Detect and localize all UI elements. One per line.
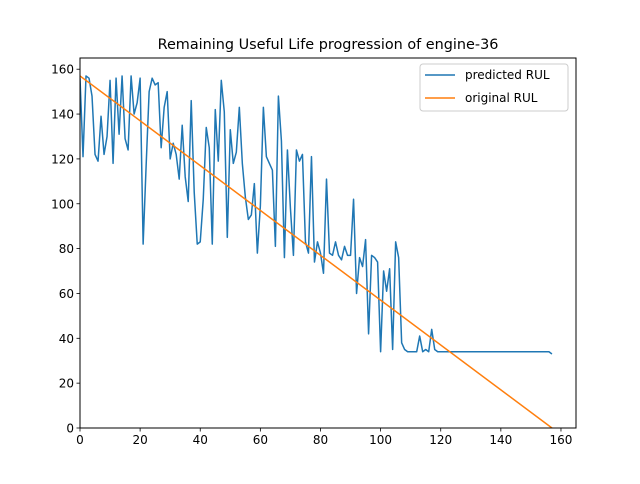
legend: predicted RUL original RUL [419,63,569,112]
y-tick-label: 60 [59,287,74,301]
x-tick-label: 40 [193,433,208,447]
x-tick-label: 100 [369,433,392,447]
plot-frame [79,57,577,429]
y-tick-label: 140 [51,108,74,122]
legend-label-predicted: predicted RUL [465,68,550,82]
y-tick-label: 0 [66,422,74,436]
legend-label-original: original RUL [465,91,538,105]
y-tick-label: 80 [59,242,74,256]
x-tick-label: 160 [550,433,573,447]
x-tick-label: 80 [313,433,328,447]
x-tick-label: 0 [76,433,84,447]
x-tick-label: 140 [489,433,512,447]
x-tick-label: 120 [429,433,452,447]
y-tick-label: 100 [51,197,74,211]
y-tick-label: 20 [59,377,74,391]
x-tick-label: 60 [253,433,268,447]
x-tick-label: 20 [132,433,147,447]
y-tick-label: 160 [51,63,74,77]
legend-box [419,63,569,112]
chart-title: Remaining Useful Life progression of eng… [158,37,499,53]
y-tick-label: 120 [51,152,74,166]
series-line-original-rul [80,75,553,428]
y-tick-label: 40 [59,332,74,346]
